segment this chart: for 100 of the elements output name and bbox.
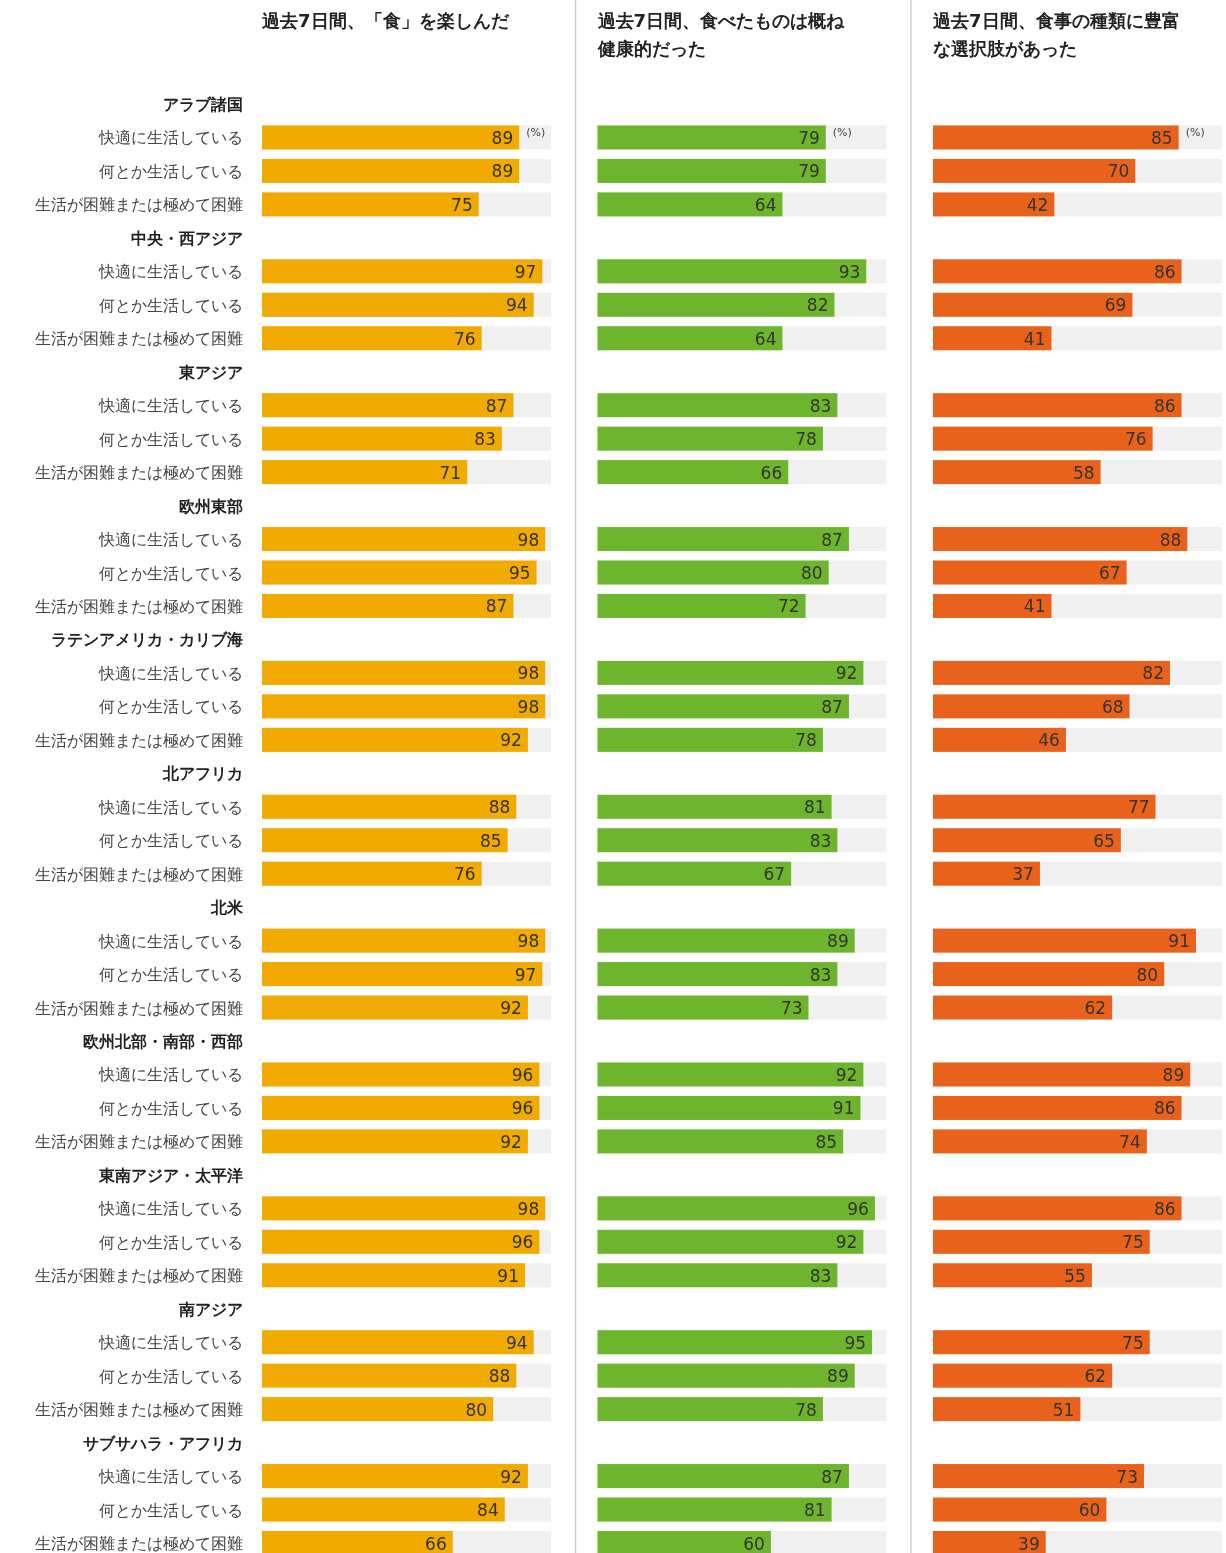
data-label: 89 <box>491 161 514 182</box>
data-label: 69 <box>1104 295 1127 316</box>
data-label: 94 <box>506 295 528 316</box>
y-tick-label: 北米 <box>210 898 244 918</box>
data-label: 83 <box>809 395 832 416</box>
y-tick-label: 東アジア <box>178 362 243 382</box>
data-label: 82 <box>806 295 829 316</box>
data-label: 78 <box>795 1399 817 1420</box>
data-label: 41 <box>1023 328 1046 349</box>
data-label: 60 <box>1078 1500 1101 1521</box>
y-tick-label: 何とか生活している <box>99 162 243 181</box>
data-label: 39 <box>1018 1533 1040 1553</box>
data-label: 62 <box>1084 1366 1107 1387</box>
y-tick-label: 快適に生活している <box>98 1334 243 1353</box>
data-label: 67 <box>1098 563 1121 584</box>
y-tick-label: 東南アジア・太平洋 <box>98 1165 243 1185</box>
data-label: 92 <box>500 1466 522 1487</box>
data-label: 76 <box>1125 429 1147 450</box>
annotation: (%) <box>1185 126 1205 140</box>
y-tick-label: 南アジア <box>178 1299 243 1319</box>
data-label: 76 <box>454 328 476 349</box>
data-label: 42 <box>1026 194 1049 215</box>
y-tick-label: 快適に生活している <box>98 1468 243 1487</box>
data-label: 81 <box>803 797 826 818</box>
y-tick-label: 快適に生活している <box>98 932 243 951</box>
data-label: 75 <box>451 194 473 215</box>
data-label: 65 <box>1093 830 1115 851</box>
y-tick-label: 快適に生活している <box>98 1200 243 1219</box>
y-tick-label: 快適に生活している <box>98 531 243 550</box>
data-label: 79 <box>798 127 820 148</box>
data-label: 85 <box>815 1131 838 1152</box>
data-label: 85 <box>480 830 502 851</box>
data-label: 37 <box>1012 864 1034 885</box>
y-tick-label: 何とか生活している <box>99 1233 243 1252</box>
y-tick-label: 生活が困難または極めて困難 <box>35 597 243 616</box>
data-label: 86 <box>1153 1098 1176 1119</box>
data-label: 89 <box>491 127 514 148</box>
data-label: 81 <box>803 1500 826 1521</box>
data-label: 87 <box>821 1466 843 1487</box>
data-label: 78 <box>795 429 817 450</box>
y-tick-label: 何とか生活している <box>99 1099 243 1118</box>
data-label: 88 <box>1159 529 1182 550</box>
data-label: 82 <box>1142 663 1164 684</box>
data-label: 94 <box>506 1332 528 1353</box>
data-label: 86 <box>1153 395 1176 416</box>
data-label: 98 <box>517 931 540 952</box>
data-label: 91 <box>1168 931 1190 952</box>
bar <box>262 928 546 953</box>
y-tick-label: 何とか生活している <box>99 966 243 985</box>
y-tick-label: 生活が困難または極めて困難 <box>35 865 243 884</box>
data-label: 64 <box>754 194 777 215</box>
y-tick-label: 生活が困難または極めて困難 <box>35 330 243 349</box>
data-label: 66 <box>425 1533 447 1553</box>
y-tick-label: 何とか生活している <box>99 698 243 717</box>
data-label: 64 <box>754 328 777 349</box>
data-label: 98 <box>517 1198 540 1219</box>
data-label: 87 <box>485 395 508 416</box>
bar <box>262 527 546 552</box>
data-label: 83 <box>809 1265 832 1286</box>
chart-title: 過去7日間、食事の種類に豊富な選択肢があった <box>932 10 1180 59</box>
data-label: 83 <box>809 830 832 851</box>
data-label: 97 <box>514 964 537 985</box>
data-label: 92 <box>500 998 522 1019</box>
data-label: 87 <box>821 696 843 717</box>
data-label: 66 <box>760 462 783 483</box>
data-label: 74 <box>1119 1131 1141 1152</box>
data-label: 96 <box>511 1064 534 1085</box>
data-label: 98 <box>517 663 540 684</box>
y-tick-label: 快適に生活している <box>98 664 243 683</box>
data-label: 80 <box>465 1399 488 1420</box>
y-tick-label: 生活が困難または極めて困難 <box>35 1401 243 1420</box>
y-tick-label: 生活が困難または極めて困難 <box>35 1267 243 1286</box>
data-label: 87 <box>485 596 508 617</box>
y-tick-label: アラブ諸国 <box>163 95 243 114</box>
y-tick-label: 北アフリカ <box>162 764 243 784</box>
data-label: 76 <box>454 864 476 885</box>
data-label: 70 <box>1107 161 1130 182</box>
data-label: 51 <box>1052 1399 1075 1420</box>
data-label: 87 <box>821 529 843 550</box>
y-tick-label: 何とか生活している <box>99 296 243 315</box>
chart-title: 過去7日間、「食」を楽しんだ <box>261 10 510 31</box>
data-label: 83 <box>809 964 832 985</box>
data-label: 79 <box>798 161 820 182</box>
y-tick-label: 生活が困難または極めて困難 <box>35 999 243 1018</box>
data-label: 73 <box>1116 1466 1138 1487</box>
data-label: 95 <box>508 563 531 584</box>
data-label: 93 <box>838 261 861 282</box>
data-label: 98 <box>517 696 540 717</box>
data-label: 92 <box>835 1064 858 1085</box>
data-label: 75 <box>1122 1332 1144 1353</box>
y-tick-label: 生活が困難または極めて困難 <box>35 1133 243 1152</box>
y-tick-label: 何とか生活している <box>99 564 243 583</box>
y-tick-label: 何とか生活している <box>99 430 243 449</box>
data-label: 92 <box>835 1232 858 1253</box>
data-label: 58 <box>1072 462 1095 483</box>
data-label: 89 <box>827 931 849 952</box>
data-label: 75 <box>1122 1232 1144 1253</box>
data-label: 41 <box>1023 596 1046 617</box>
data-label: 46 <box>1038 730 1060 751</box>
y-tick-label: 生活が困難または極めて困難 <box>35 196 243 215</box>
